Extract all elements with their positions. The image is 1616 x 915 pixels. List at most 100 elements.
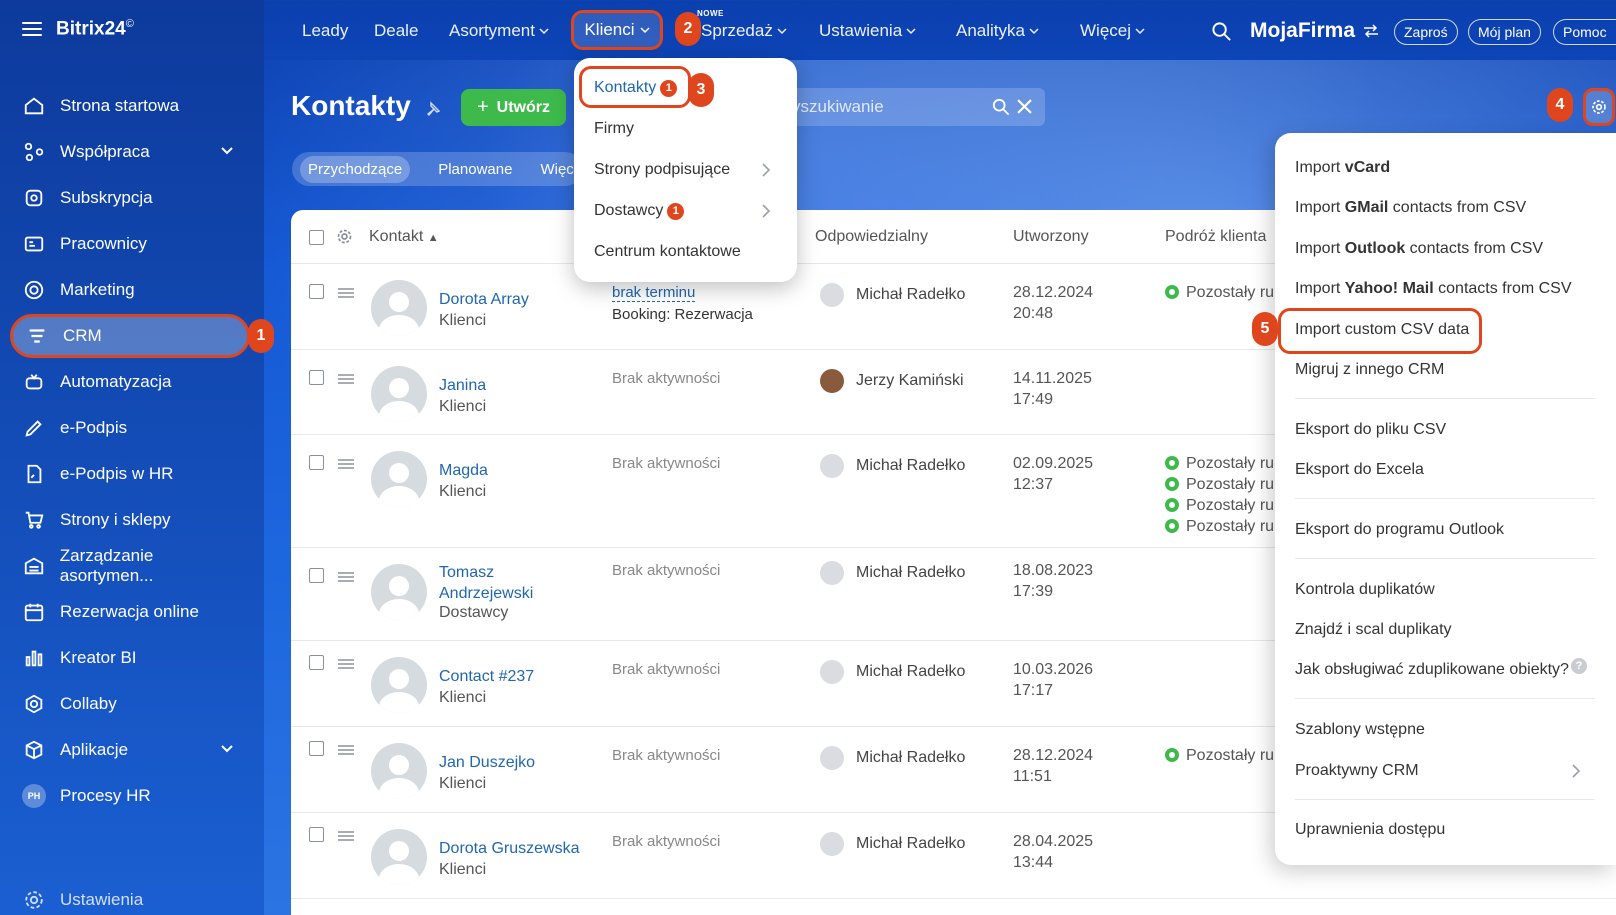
create-button[interactable]: + Utwórz xyxy=(461,89,566,126)
responsible[interactable]: Michał Radełko xyxy=(820,283,965,307)
contact-name[interactable]: Janina xyxy=(439,377,487,394)
topnav-leads[interactable]: Leady xyxy=(302,21,349,40)
sidebar-item-marketing[interactable]: Marketing xyxy=(10,268,250,312)
sidebar-item-collaby[interactable]: Collaby xyxy=(10,682,250,726)
search-icon[interactable] xyxy=(992,98,1010,116)
import-outlook[interactable]: Import Outlook contacts from CSV xyxy=(1295,240,1544,257)
import-gmail[interactable]: Import GMail contacts from CSV xyxy=(1295,199,1527,216)
duplicate-control[interactable]: Kontrola duplikatów xyxy=(1295,581,1435,598)
activity-deadline[interactable]: brak terminu xyxy=(612,284,696,302)
menu-item-suppliers[interactable]: Dostawcy 1 xyxy=(594,202,685,220)
row-checkbox[interactable] xyxy=(309,827,324,842)
topnav-settings[interactable]: Ustawienia xyxy=(819,21,916,41)
table-row[interactable]: Magda Klienci Brak aktywności Michał Rad… xyxy=(291,435,1616,548)
menu-item-companies[interactable]: Firmy xyxy=(594,120,634,137)
invite-button[interactable]: Zaproś xyxy=(1394,19,1458,45)
settings-gear-button[interactable] xyxy=(1583,88,1615,126)
responsible[interactable]: Jerzy Kamiński xyxy=(820,369,964,393)
search-input[interactable]: yszukiwanie xyxy=(780,88,1045,126)
contact-name[interactable]: Jan Duszejko xyxy=(439,754,536,771)
sidebar-item-employees[interactable]: Pracownicy xyxy=(10,222,250,266)
sidebar-item-hr-sign[interactable]: e-Podpis w HR xyxy=(10,452,250,496)
export-outlook[interactable]: Eksport do programu Outlook xyxy=(1295,521,1504,538)
column-contact[interactable]: Kontakt ▲ xyxy=(369,228,439,245)
drag-handle-icon[interactable] xyxy=(338,659,354,669)
row-checkbox[interactable] xyxy=(309,455,324,470)
search-icon[interactable] xyxy=(1211,21,1232,42)
table-row[interactable]: Janina Klienci Brak aktywności Jerzy Kam… xyxy=(291,350,1616,435)
help-button[interactable]: Pomoc xyxy=(1553,19,1616,45)
topnav-analytics[interactable]: Analityka xyxy=(956,21,1039,41)
table-row[interactable]: Dorota Gruszewska Klienci Brak aktywnośc… xyxy=(291,813,1616,899)
sidebar-item-collab[interactable]: Współpraca xyxy=(10,130,250,174)
filter-planned[interactable]: Planowane xyxy=(438,160,513,178)
find-merge-duplicates[interactable]: Znajdź i scal duplikaty xyxy=(1295,621,1452,638)
export-csv[interactable]: Eksport do pliku CSV xyxy=(1295,421,1447,438)
row-checkbox[interactable] xyxy=(309,741,324,756)
menu-item-signing-parties[interactable]: Strony podpisujące xyxy=(594,161,731,178)
sidebar-item-automation[interactable]: Automatyzacja xyxy=(10,360,250,404)
sidebar-item-settings[interactable]: Ustawienia xyxy=(10,878,250,915)
table-row[interactable]: Dorota Array Klienci brak terminu Bookin… xyxy=(291,264,1616,350)
column-responsible[interactable]: Odpowiedzialny xyxy=(815,228,928,245)
responsible[interactable]: Michał Radełko xyxy=(820,660,965,684)
menu-icon[interactable] xyxy=(22,22,42,37)
menu-item-contact-center[interactable]: Centrum kontaktowe xyxy=(594,243,741,260)
row-checkbox[interactable] xyxy=(309,370,324,385)
responsible[interactable]: Michał Radełko xyxy=(820,746,965,770)
export-excel[interactable]: Eksport do Excela xyxy=(1295,461,1424,478)
topnav-more[interactable]: Więcej xyxy=(1080,21,1145,41)
menu-item-contacts[interactable]: Kontakty 1 xyxy=(594,79,678,97)
access-permissions[interactable]: Uprawnienia dostępu xyxy=(1295,821,1446,838)
topnav-sales[interactable]: Sprzedaż xyxy=(701,21,787,41)
drag-handle-icon[interactable] xyxy=(338,572,354,582)
select-all-checkbox[interactable] xyxy=(309,230,324,245)
topnav-catalog[interactable]: Asortyment xyxy=(449,21,549,41)
row-checkbox[interactable] xyxy=(309,284,324,299)
filter-incoming[interactable]: Przychodzące xyxy=(300,155,411,183)
responsible[interactable]: Michał Radełko xyxy=(820,454,965,478)
drag-handle-icon[interactable] xyxy=(338,288,354,298)
responsible[interactable]: Michał Radełko xyxy=(820,832,965,856)
sidebar-item-booking[interactable]: Rezerwacja online xyxy=(10,590,250,634)
sidebar-item-inventory[interactable]: Zarządzanie asortymen... xyxy=(10,544,250,588)
my-plan-button[interactable]: Mój plan xyxy=(1468,19,1541,45)
drag-handle-icon[interactable] xyxy=(338,374,354,384)
drag-handle-icon[interactable] xyxy=(338,831,354,841)
sidebar-item-hr-processes[interactable]: PH Procesy HR xyxy=(10,774,250,818)
duplicates-help[interactable]: Jak obsługiwać zduplikowane obiekty? xyxy=(1295,661,1569,678)
drag-handle-icon[interactable] xyxy=(338,459,354,469)
sidebar-item-sign[interactable]: e-Podpis xyxy=(10,406,250,450)
table-row[interactable]: Contact #237 Klienci Brak aktywności Mic… xyxy=(291,641,1616,727)
contact-name[interactable]: Tomasz Andrzejewski xyxy=(439,564,534,602)
topnav-clients[interactable]: Klienci xyxy=(571,10,663,50)
contact-name[interactable]: Dorota Gruszewska xyxy=(439,840,580,857)
responsible[interactable]: Michał Radełko xyxy=(820,561,965,585)
gear-icon[interactable] xyxy=(336,228,353,245)
sidebar-item-home[interactable]: Strona startowa xyxy=(10,84,250,128)
row-checkbox[interactable] xyxy=(309,655,324,670)
company-name[interactable]: MojaFirma xyxy=(1250,19,1379,43)
sidebar-item-apps[interactable]: Aplikacje xyxy=(10,728,250,772)
contact-name[interactable]: Contact #237 xyxy=(439,668,535,685)
preset-templates[interactable]: Szablony wstępne xyxy=(1295,721,1425,738)
contact-name[interactable]: Dorota Array xyxy=(439,291,529,308)
migrate-crm[interactable]: Migruj z innego CRM xyxy=(1295,361,1445,378)
drag-handle-icon[interactable] xyxy=(338,745,354,755)
pin-icon[interactable] xyxy=(425,101,441,117)
table-row[interactable]: Tomasz Andrzejewski Dostawcy Brak aktywno… xyxy=(291,548,1616,641)
column-created[interactable]: Utworzony xyxy=(1013,228,1089,245)
proactive-crm[interactable]: Proaktywny CRM xyxy=(1295,762,1419,779)
sidebar-item-shop[interactable]: Strony i sklepy xyxy=(10,498,250,542)
table-row[interactable]: Jan Duszejko Klienci Brak aktywności Mic… xyxy=(291,727,1616,813)
topnav-deals[interactable]: Deale xyxy=(374,21,419,40)
import-yahoo[interactable]: Import Yahoo! Mail contacts from CSV xyxy=(1295,280,1572,297)
sidebar-item-subscription[interactable]: Subskrypcja xyxy=(10,176,250,220)
column-journey[interactable]: Podróż klienta xyxy=(1165,228,1267,245)
sidebar-item-crm[interactable]: CRM xyxy=(10,314,250,358)
contact-name[interactable]: Magda xyxy=(439,462,488,479)
chevron-down-icon[interactable] xyxy=(220,741,234,755)
help-icon[interactable]: ? xyxy=(1571,658,1587,674)
row-checkbox[interactable] xyxy=(309,568,324,583)
logo[interactable]: Bitrix24© xyxy=(56,18,134,40)
